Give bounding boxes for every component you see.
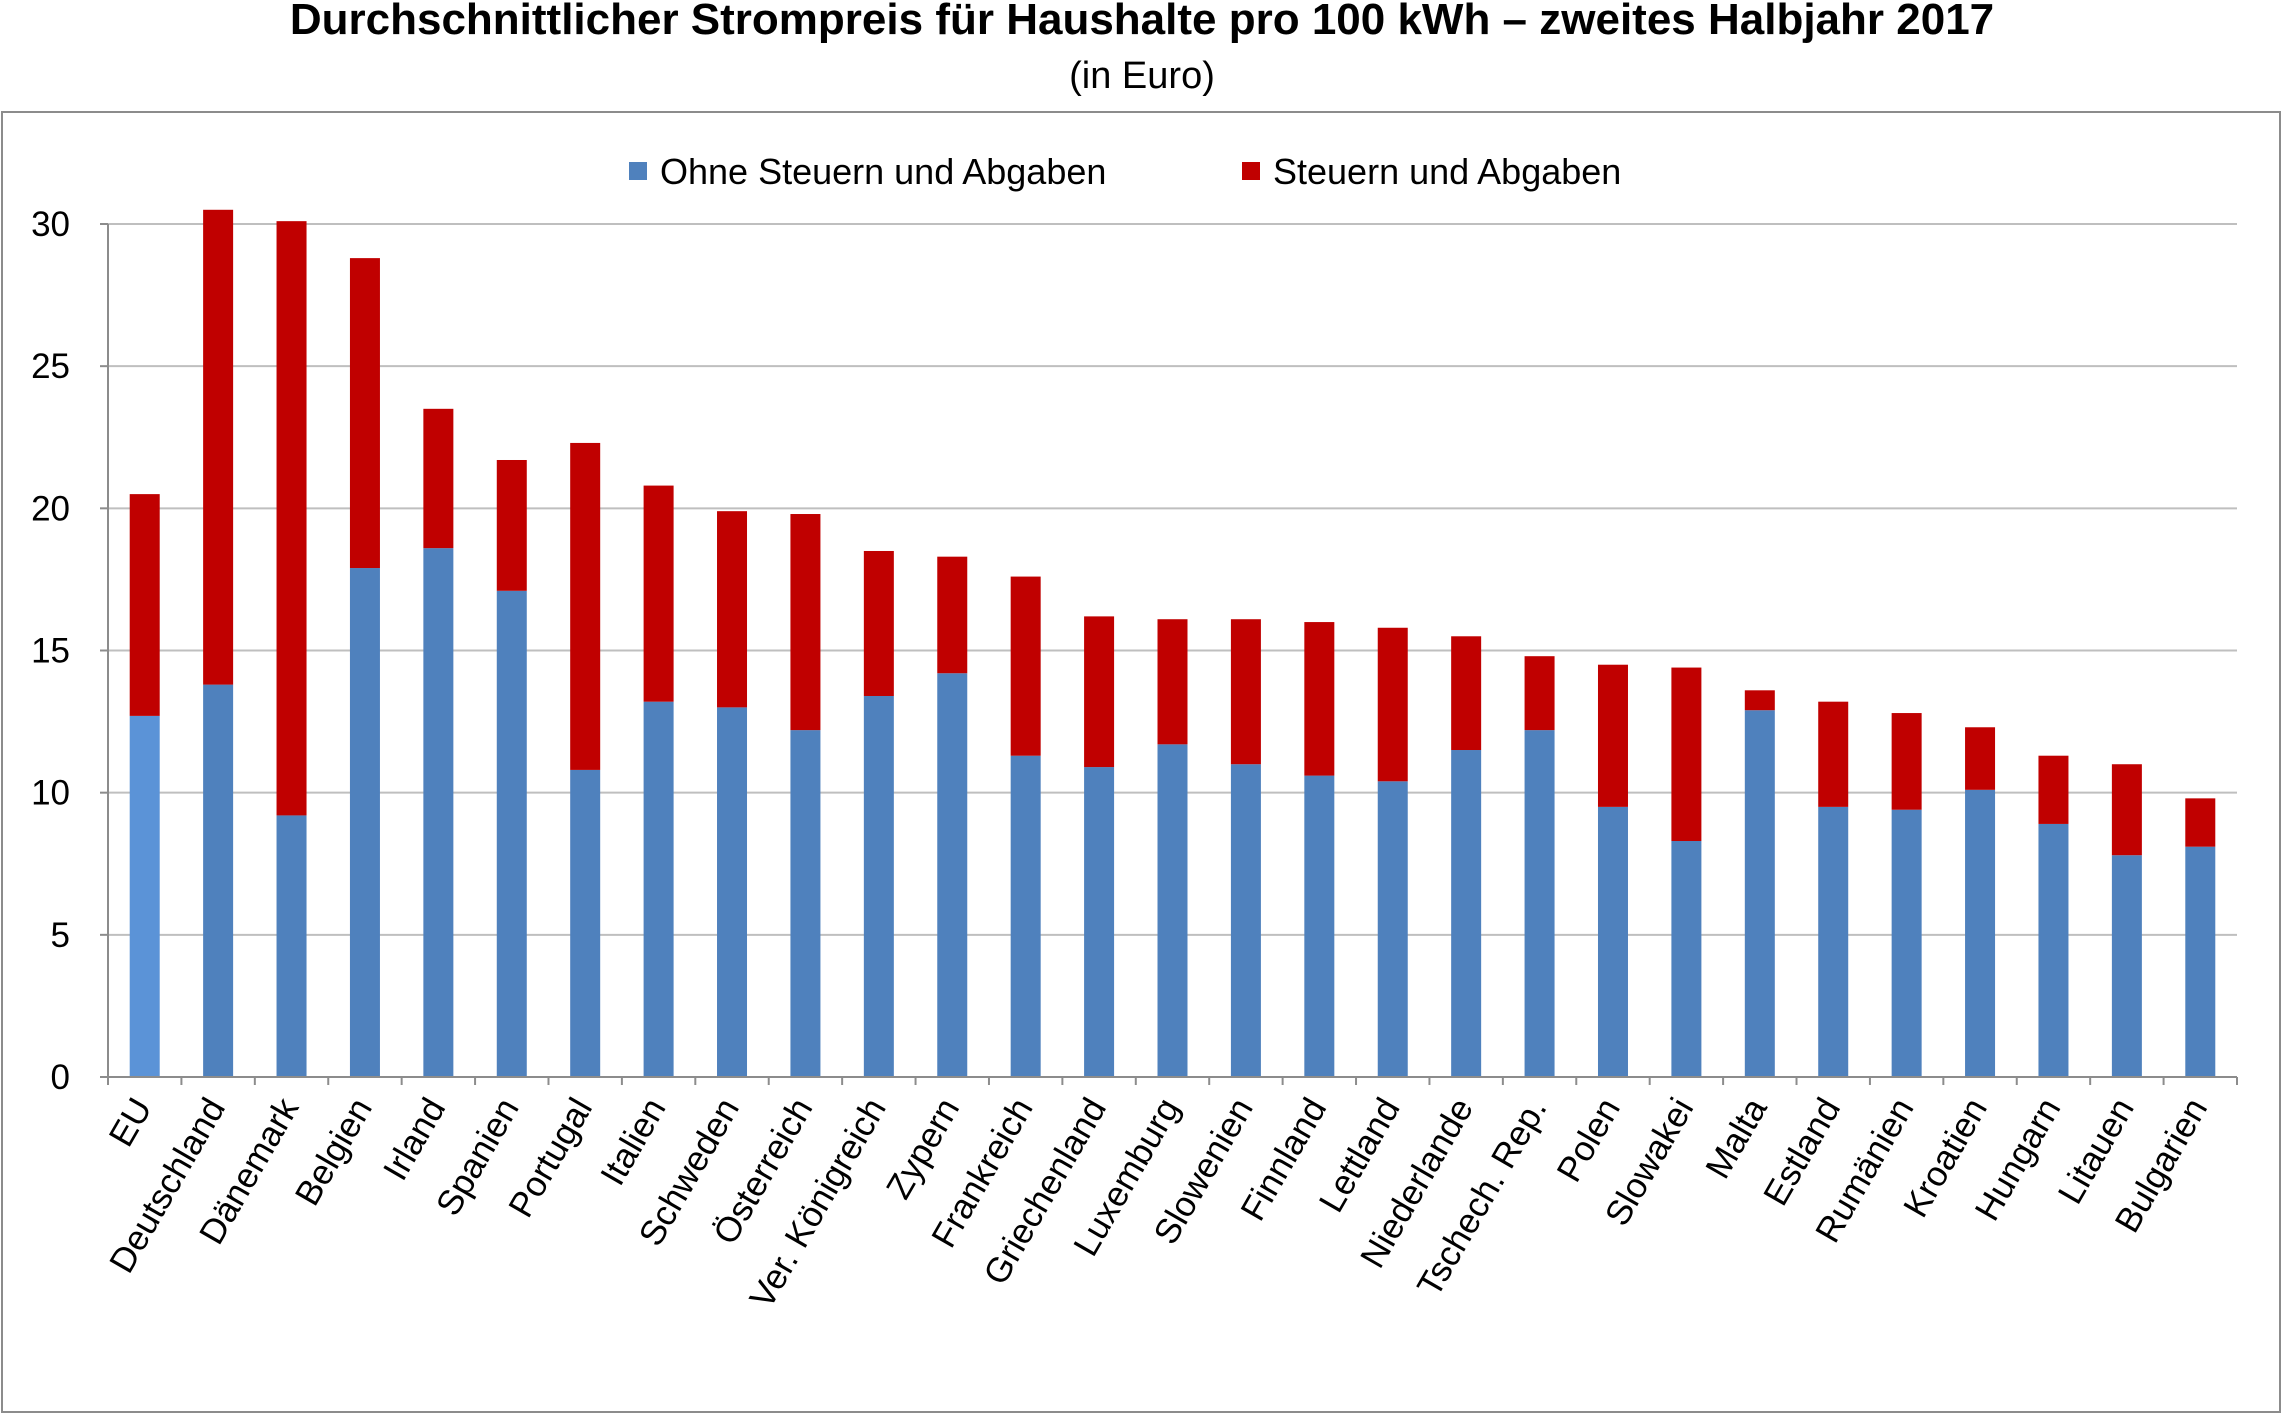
bar-ohne-steuern-lettland [1377,781,1408,1077]
bar-steuern-lettland [1377,627,1408,782]
bar-ohne-steuern-italien [643,701,674,1077]
legend-label-steuern: Steuern und Abgaben [1273,151,1621,192]
legend: Ohne Steuern und Abgaben Steuern und Abg… [629,151,1621,192]
bar-ohne-steuern-spanien [496,590,527,1077]
bar-ohne-steuern-zypern [937,673,968,1077]
y-tick-label-25: 25 [31,347,70,386]
chart-frame [1,111,2281,1413]
bar-steuern-oesterreich [790,514,821,731]
legend-swatch-ohne-steuern [629,162,647,180]
bar-ohne-steuern-irland [423,548,454,1077]
bar-steuern-tschech-rep [1524,656,1555,731]
bars [129,209,2216,1077]
bar-ohne-steuern-bulgarien [2185,846,2216,1077]
bar-ohne-steuern-hungarn [2038,823,2069,1077]
bar-steuern-ver-koenigreich [863,550,894,696]
y-axis-ticks: 0 5 10 15 20 25 30 [31,205,2238,1097]
bar-steuern-deutschland [203,209,234,685]
y-tick-label-20: 20 [31,489,70,528]
bar-steuern-zypern [937,556,968,674]
y-tick-label-15: 15 [31,632,70,671]
bar-steuern-schweden [717,511,748,708]
bar-ohne-steuern-luxemburg [1157,744,1188,1077]
bar-ohne-steuern-slowakei [1671,841,1702,1077]
y-tick-label-10: 10 [31,774,70,813]
bar-ohne-steuern-estland [1818,806,1849,1077]
bar-steuern-hungarn [2038,755,2069,824]
bar-ohne-steuern-belgien [349,568,380,1077]
bar-steuern-kroatien [1965,727,1996,790]
bar-steuern-niederlande [1451,636,1482,751]
bar-steuern-daenemark [276,221,307,816]
bar-ohne-steuern-polen [1597,806,1628,1077]
bar-ohne-steuern-frankreich [1010,755,1041,1077]
bar-steuern-finnland [1304,622,1335,776]
y-tick-label-5: 5 [51,916,70,955]
bar-ohne-steuern-schweden [717,707,748,1077]
bar-ohne-steuern-griechenland [1084,767,1115,1077]
bar-ohne-steuern-daenemark [276,815,307,1077]
bar-ohne-steuern-oesterreich [790,730,821,1077]
bar-ohne-steuern-litauen [2111,855,2142,1077]
bar-steuern-spanien [496,459,527,591]
bar-ohne-steuern-ver-koenigreich [863,695,894,1077]
bar-steuern-luxemburg [1157,619,1188,745]
bar-steuern-belgien [349,258,380,569]
y-tick-label-30: 30 [31,205,70,244]
bar-steuern-frankreich [1010,576,1041,756]
bar-steuern-irland [423,408,454,549]
bar-ohne-steuern-kroatien [1965,789,1996,1077]
bar-steuern-griechenland [1084,616,1115,768]
bar-steuern-bulgarien [2185,798,2216,847]
chart-title: Durchschnittlicher Strompreis für Hausha… [290,0,1994,44]
bar-ohne-steuern-rumaenien [1891,809,1922,1077]
bar-ohne-steuern-eu [129,715,160,1077]
bar-steuern-portugal [570,442,601,770]
bar-steuern-litauen [2111,764,2142,856]
bar-steuern-malta [1744,690,1775,711]
bar-ohne-steuern-tschech-rep [1524,730,1555,1077]
bar-ohne-steuern-malta [1744,710,1775,1077]
bar-steuern-polen [1597,664,1628,807]
legend-label-ohne-steuern: Ohne Steuern und Abgaben [660,151,1106,192]
bar-steuern-eu [129,494,160,716]
bar-ohne-steuern-deutschland [203,684,234,1077]
legend-swatch-steuern [1242,162,1260,180]
bar-ohne-steuern-finnland [1304,775,1335,1077]
bar-steuern-italien [643,485,674,702]
bar-steuern-rumaenien [1891,713,1922,810]
chart-subtitle: (in Euro) [1069,55,1215,97]
bar-steuern-slowakei [1671,667,1702,842]
bar-steuern-estland [1818,701,1849,807]
bar-ohne-steuern-niederlande [1451,750,1482,1077]
bar-ohne-steuern-portugal [570,769,601,1077]
bar-steuern-slowenien [1230,619,1261,765]
y-tick-label-0: 0 [51,1058,70,1097]
bar-ohne-steuern-slowenien [1230,764,1261,1077]
